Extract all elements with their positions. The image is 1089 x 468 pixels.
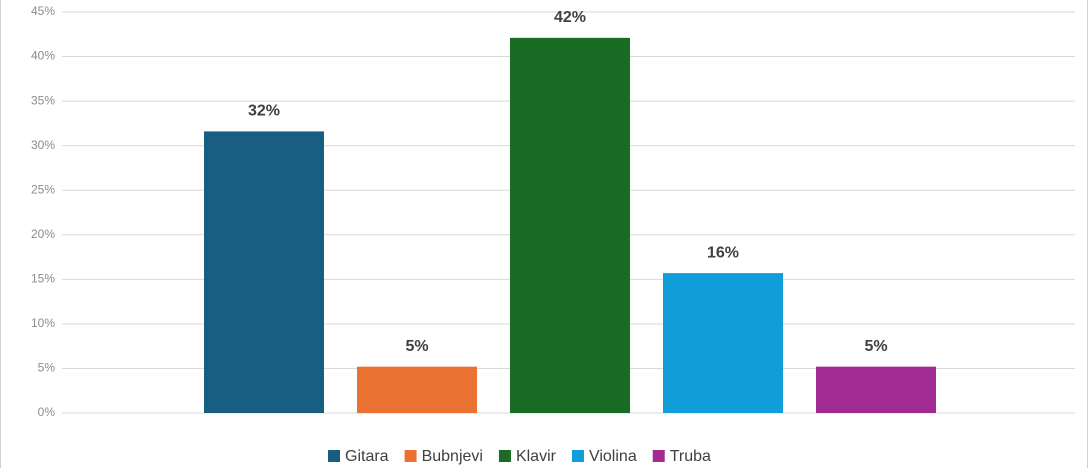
data-label: 32% [248,103,280,120]
data-label: 16% [707,244,739,261]
y-tick-label: 20% [31,227,55,241]
data-label: 42% [554,9,586,26]
bar [357,366,477,413]
legend-label: Truba [670,448,711,465]
bar [510,37,630,413]
legend-swatch [328,450,340,462]
legend-swatch [571,450,584,462]
legend-swatch [498,450,511,462]
data-label: 5% [864,338,887,355]
data-label: 5% [405,338,428,355]
legend-label: Gitara [345,448,389,465]
bar [816,366,936,413]
legend-label: Klavir [516,448,557,465]
y-tick-label: 15% [31,272,55,286]
bar [204,131,324,414]
y-tick-label: 40% [31,49,55,63]
y-tick-label: 0% [38,405,56,419]
y-tick-label: 5% [38,361,56,375]
legend-swatch [404,450,417,462]
legend-label: Violina [589,448,637,465]
y-tick-label: 10% [31,316,55,330]
bar [663,273,783,413]
legend-swatch [652,450,665,462]
y-tick-label: 25% [31,182,55,196]
legend-label: Bubnjevi [422,448,483,465]
y-tick-label: 35% [31,93,55,107]
y-tick-label: 30% [31,138,55,152]
y-tick-label: 45% [31,4,55,18]
